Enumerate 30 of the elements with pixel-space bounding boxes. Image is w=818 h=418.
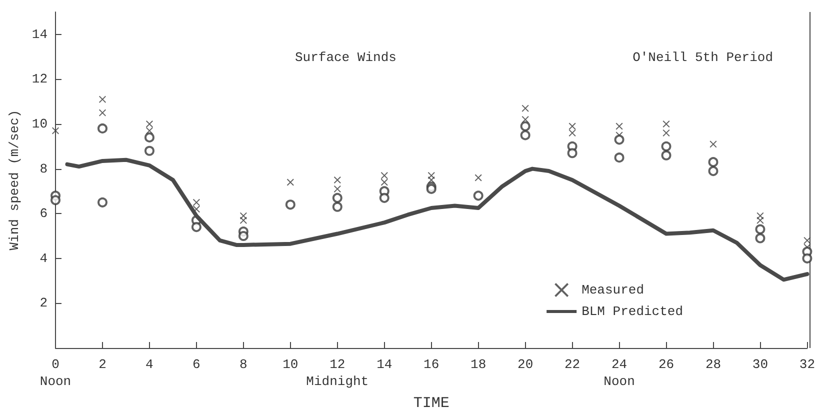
x-tick-label: 30 xyxy=(752,357,768,372)
text: O'Neill 5th Period xyxy=(632,50,774,65)
x-tick-label: 24 Noon xyxy=(604,357,635,389)
x-tick-label: 26 xyxy=(658,357,674,372)
legend-label: BLM Predicted xyxy=(582,304,684,319)
x-tick-label: 8 xyxy=(240,357,248,372)
x-tick-label: 22 xyxy=(564,357,580,372)
text: Surface Winds xyxy=(295,50,396,65)
y-tick-label: 4 xyxy=(40,250,48,266)
x-tick-label: 20 xyxy=(518,357,534,372)
x-tick-label: 0 Noon xyxy=(40,357,72,389)
y-tick-label: 10 xyxy=(32,116,48,132)
x-tick-label: 2 xyxy=(98,357,106,372)
x-tick-label: 4 xyxy=(146,357,154,372)
x-axis-title: TIME xyxy=(413,395,450,412)
legend-label: Measured xyxy=(582,282,644,298)
x-tick-label: 32 xyxy=(799,357,816,372)
x-tick-label: 6 xyxy=(192,357,200,372)
x-tick-label: 10 xyxy=(282,357,298,372)
x-tick-label: 16 xyxy=(424,357,440,372)
y-tick-label: 8 xyxy=(40,161,48,176)
x-tick-label: 14 xyxy=(376,357,392,372)
y-tick-label: 2 xyxy=(40,296,48,311)
y-tick-label: 6 xyxy=(40,206,48,222)
y-tick-label: 12 xyxy=(32,72,48,87)
x-tick-label: 12 Midnight xyxy=(306,357,369,389)
y-axis-title: Wind speed (m/sec) xyxy=(7,110,22,250)
x-tick-label: 18 xyxy=(470,357,486,372)
x-tick-label: 28 xyxy=(705,357,722,372)
y-tick-label: 14 xyxy=(32,26,48,42)
